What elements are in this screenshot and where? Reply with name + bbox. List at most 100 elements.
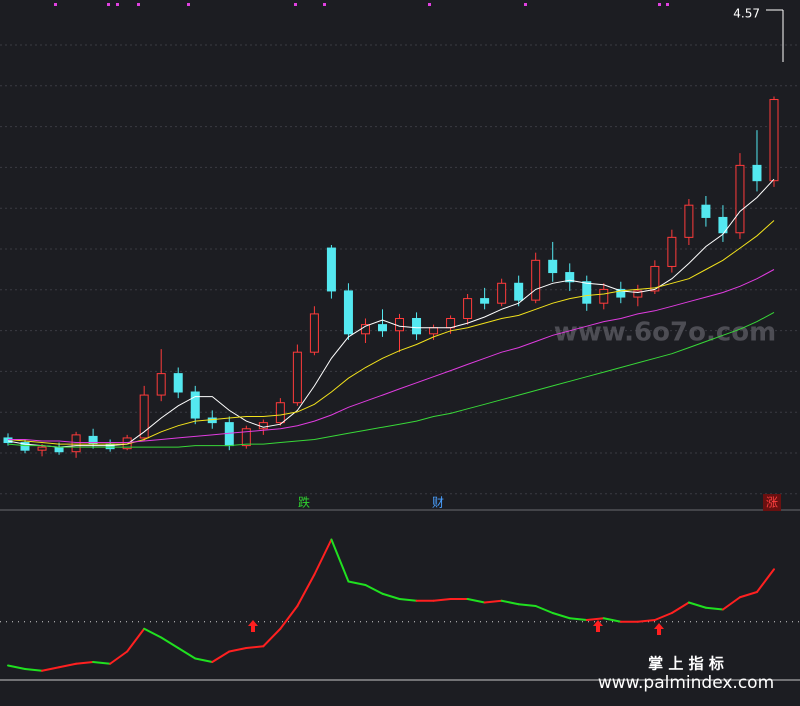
candle-body	[292, 351, 302, 404]
candle-body	[480, 298, 490, 304]
marker	[658, 3, 661, 6]
candle-body	[139, 394, 149, 439]
indicator-segment	[143, 627, 163, 639]
indicator-segment	[58, 662, 78, 669]
candle-body	[241, 428, 251, 447]
indicator	[0, 538, 800, 672]
candle-body	[599, 288, 609, 304]
indicator-segment	[24, 668, 44, 672]
indicator-segment	[636, 619, 656, 623]
marker	[187, 3, 190, 6]
indicator-segment	[211, 650, 231, 663]
indicator-segment	[653, 612, 673, 621]
indicator-segment	[534, 605, 554, 614]
grid	[0, 44, 800, 495]
candle-body	[582, 281, 592, 304]
indicator-title: 掌 上 指 标	[648, 655, 724, 673]
candle-body	[752, 164, 762, 182]
indicator-segment	[432, 598, 452, 602]
marker	[54, 3, 57, 6]
candle-body	[173, 373, 183, 393]
watermark: www.6o7o.com	[554, 318, 776, 348]
candle-body	[514, 282, 524, 301]
candle-body	[309, 313, 319, 353]
marker	[294, 3, 297, 6]
indicator-segment	[177, 647, 197, 660]
top-markers	[54, 3, 669, 6]
indicator-segment	[755, 568, 775, 593]
candle-body	[769, 99, 779, 182]
marker	[666, 3, 669, 6]
indicator-segment	[687, 601, 707, 609]
indicator-segment	[92, 661, 112, 665]
indicator-segment	[245, 645, 265, 649]
candle-body	[20, 442, 30, 451]
annotation-bg	[763, 494, 781, 511]
candle-body	[275, 402, 285, 424]
ma-line	[7, 311, 775, 448]
candle-body	[548, 259, 558, 274]
indicator-segment	[313, 538, 333, 576]
candle-body	[684, 204, 694, 238]
candle-body	[326, 247, 336, 292]
marker	[323, 3, 326, 6]
arrow	[248, 620, 258, 632]
indicator-segment	[568, 617, 588, 621]
indicator-segment	[41, 666, 61, 672]
indicator-segment	[466, 598, 486, 604]
indicator-segment	[126, 627, 146, 653]
candle-body	[531, 259, 541, 301]
candle-body	[616, 288, 626, 298]
candle-body	[667, 236, 677, 267]
candle-body	[701, 204, 711, 218]
marker	[116, 3, 119, 6]
marker	[428, 3, 431, 6]
indicator-segment	[347, 580, 367, 586]
candle-body	[156, 373, 166, 396]
indicator-segment	[483, 599, 503, 604]
candle-body	[463, 298, 473, 319]
indicator-segment	[330, 538, 350, 583]
candle-body	[718, 216, 728, 234]
candle-body	[429, 327, 439, 335]
indicator-segment	[381, 592, 401, 600]
signal-arrows	[248, 620, 664, 635]
candle-body	[735, 164, 745, 234]
indicator-segment	[7, 664, 27, 670]
indicator-segment	[279, 605, 299, 630]
candle-body	[650, 265, 660, 292]
annotation: 跌	[298, 495, 310, 510]
candle-body	[71, 434, 81, 453]
indicator-segment	[738, 591, 758, 599]
candle-body	[446, 318, 456, 329]
indicator-segment	[517, 603, 537, 607]
indicator-segment	[262, 627, 282, 648]
indicator-segment	[364, 584, 384, 595]
candle-body	[497, 282, 507, 304]
indicator-segment	[704, 606, 724, 611]
arrow	[654, 623, 664, 635]
candle-body	[105, 443, 115, 450]
indicator-segment	[194, 657, 214, 663]
indicator-segment	[670, 601, 690, 614]
high-label: 4.57	[733, 7, 760, 21]
indicator-segment	[500, 599, 520, 606]
indicator-segment	[228, 647, 248, 653]
indicator-segment	[296, 573, 316, 607]
arrow	[593, 620, 603, 632]
annotation: 涨	[766, 495, 778, 510]
candle-body	[412, 318, 422, 335]
candle-body	[395, 318, 405, 332]
indicator-segment	[551, 612, 571, 620]
indicator-segment	[602, 617, 622, 623]
indicator-segment	[721, 596, 741, 611]
marker	[524, 3, 527, 6]
candle-body	[190, 391, 200, 419]
indicator-segment	[160, 636, 180, 649]
indicator-segment	[585, 617, 605, 621]
ma-line	[8, 269, 775, 443]
indicator-segment	[398, 598, 418, 602]
candle-body	[565, 272, 575, 283]
